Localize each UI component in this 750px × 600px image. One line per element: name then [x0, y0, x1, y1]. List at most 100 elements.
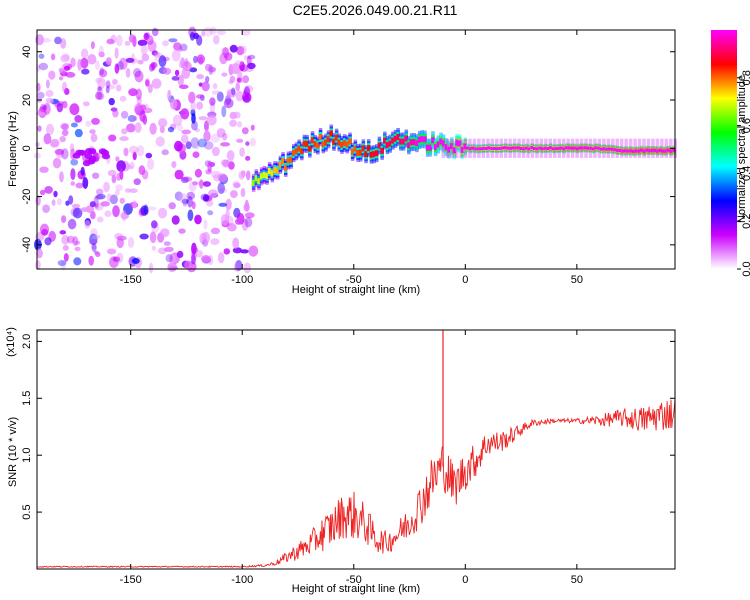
spectrogram-cell	[38, 53, 45, 59]
spectrogram-halo-cell	[553, 138, 557, 158]
spectrogram-ridge-cell	[658, 148, 663, 152]
spectrogram-cell	[139, 104, 147, 111]
spectrogram-x-axis-label: Height of straight line (km)	[292, 284, 420, 296]
spectrogram-cell	[95, 188, 104, 195]
spectrogram-cell	[216, 128, 226, 138]
spectrogram-cell	[132, 151, 137, 161]
colorbar-tick-label: 0.0	[741, 261, 750, 276]
spectrogram-cell	[44, 186, 53, 194]
spectrogram-ridge-cell	[490, 147, 494, 150]
spectrogram-halo-cell	[628, 138, 633, 158]
spectrogram-cell	[218, 187, 228, 194]
spectrogram-cell	[159, 126, 165, 134]
spectrogram-cell	[195, 250, 203, 258]
spectrogram-ridge-cell	[350, 148, 355, 155]
spectrogram-ridge-cell	[337, 139, 341, 146]
spectrogram-cell	[223, 248, 231, 255]
spectrogram-cell	[202, 26, 213, 37]
spectrogram-ridge-cell	[289, 156, 293, 163]
spectrogram-halo-cell	[530, 138, 535, 158]
spectrogram-cell	[171, 161, 177, 168]
spectrogram-ridge-cell	[559, 146, 564, 150]
spectrogram-cell	[233, 111, 241, 119]
spectrogram-cell	[211, 146, 220, 157]
spectrogram-ridge-cell	[597, 146, 601, 150]
spectrogram-cell	[106, 38, 115, 45]
spectrogram-cell	[241, 29, 251, 36]
spectrogram-cell	[80, 207, 90, 213]
spectrogram-ridge-cell	[439, 138, 443, 145]
spectrogram-ridge-cell	[404, 135, 408, 142]
spectrogram-ridge-cell	[313, 141, 317, 148]
spectrogram-ridge-cell	[471, 146, 475, 150]
spectrogram-ridge-cell	[284, 164, 288, 171]
spectrogram-cell	[164, 246, 174, 252]
spectrogram-ridge-cell	[632, 149, 636, 153]
spectrogram-cell	[61, 81, 68, 93]
spectrogram-frame	[36, 29, 676, 270]
spectrogram-cell	[58, 76, 64, 81]
spectrogram-cell	[125, 68, 131, 78]
spectrogram-cell	[94, 203, 100, 210]
spectrogram-halo-cell	[517, 138, 521, 158]
spectrogram-cell	[61, 235, 70, 245]
spectrogram-cell	[202, 194, 210, 202]
spectrogram-cell	[62, 53, 71, 61]
spectrogram-halo-cell	[535, 138, 539, 158]
spectrogram-x-tick-label: 0	[462, 274, 468, 286]
spectrogram-cell	[189, 31, 195, 41]
spectrogram-y-tick-label: 20	[21, 94, 33, 106]
spectrogram-y-axis-label: Frequency (Hz)	[7, 111, 19, 187]
spectrogram-cell	[179, 84, 189, 90]
colorbar-tick-label: 0.2	[741, 214, 750, 229]
spectrogram-cell	[41, 37, 51, 43]
spectrogram-panel: -150 -100 -50 0 50 -40 -20 0 20 40 Height of str…	[7, 26, 677, 296]
spectrogram-y-tick-label: 0	[21, 145, 33, 151]
spectrogram-cell	[147, 158, 155, 170]
spectrogram-cell	[241, 127, 249, 135]
spectrogram-cell	[43, 103, 51, 115]
spectrogram-ridge-cell	[474, 147, 478, 151]
spectrogram-ridge-cell	[498, 147, 502, 150]
spectrogram-cell	[98, 45, 104, 57]
spectrogram-ridge-cell	[433, 144, 438, 151]
spectrogram-ridge-cell	[393, 135, 398, 142]
spectrogram-cell	[54, 148, 65, 155]
snr-x-tick-label: 50	[571, 574, 583, 586]
spectrogram-ridge-cell	[522, 147, 526, 151]
spectrogram-cell	[45, 97, 54, 104]
spectrogram-cell	[62, 245, 69, 251]
spectrogram-ridge-cell	[466, 146, 470, 150]
spectrogram-halo-cell	[477, 138, 481, 158]
spectrogram-cell	[62, 100, 68, 109]
spectrogram-cell	[91, 244, 97, 250]
spectrogram-halo-cell	[593, 138, 597, 158]
spectrogram-ridge-cell	[450, 143, 454, 150]
spectrogram-cell	[80, 57, 89, 69]
spectrogram-cell	[128, 34, 136, 43]
spectrogram-cell	[84, 153, 93, 159]
spectrogram-cell	[68, 195, 74, 205]
spectrogram-cell	[239, 78, 246, 84]
spectrogram-cell	[180, 43, 188, 52]
spectrogram-ridge-cell	[420, 136, 424, 143]
spectrogram-ridge-cell	[586, 146, 590, 150]
spectrogram-cell	[163, 241, 171, 247]
spectrogram-ridge-cell	[549, 146, 553, 150]
spectrogram-cell	[114, 63, 120, 74]
spectrogram-halo-cell	[557, 138, 561, 158]
spectrogram-ridge-cell	[425, 144, 430, 151]
spectrogram-ridge-cell	[482, 147, 486, 150]
spectrogram-halo-cell	[664, 138, 669, 158]
spectrogram-cell	[212, 83, 218, 90]
spectrogram-ridge-cell	[332, 138, 336, 145]
spectrogram-ridge-cell	[326, 136, 331, 143]
spectrogram-cell	[192, 247, 199, 253]
spectrogram-cell	[133, 67, 142, 78]
spectrogram-cell	[116, 34, 123, 47]
spectrogram-cell	[71, 203, 81, 209]
spectrogram-cell	[138, 165, 146, 176]
spectrogram-halo-cell	[561, 138, 566, 158]
spectrogram-ridge-cell	[645, 148, 649, 152]
colorbar-label: Normalized spectral amplitude	[736, 75, 748, 223]
